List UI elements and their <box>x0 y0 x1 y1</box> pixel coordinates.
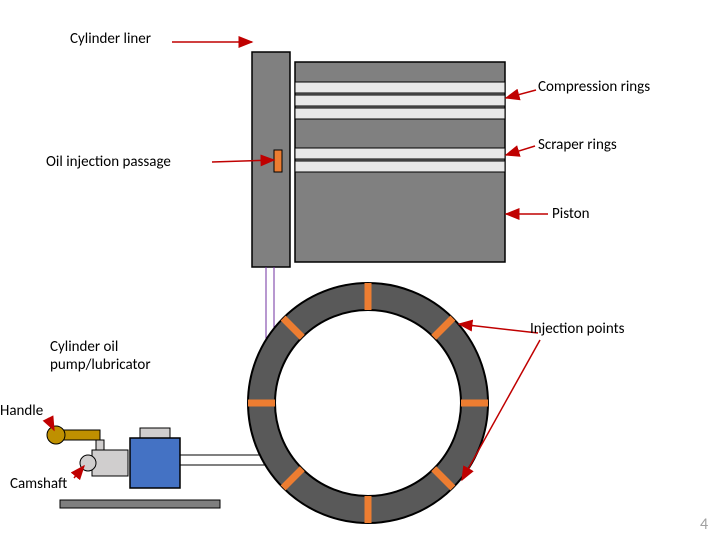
compression-ring-1 <box>295 95 505 106</box>
scraper-ring-1 <box>295 161 505 172</box>
compression-ring-0 <box>295 82 505 93</box>
oil-injection-passage <box>274 150 282 172</box>
label-camshaft: Camshaft <box>10 475 67 493</box>
scraper-ring-0 <box>295 148 505 159</box>
label-compression-rings: Compression rings <box>538 78 650 96</box>
arrow-scraper-rings <box>506 146 535 155</box>
arrow-injection-a <box>459 324 538 333</box>
label-scraper-rings: Scraper rings <box>538 136 617 154</box>
label-cylinder-oil-pump: Cylinder oil pump/lubricator <box>50 338 151 374</box>
arrow-camshaft <box>74 466 84 478</box>
arrow-compression-rings <box>506 90 536 98</box>
base-plate <box>60 500 220 508</box>
camshaft-box <box>92 450 128 476</box>
pump-body <box>130 438 180 488</box>
handle-shaft <box>60 430 100 440</box>
compression-ring-2 <box>295 108 505 119</box>
handle-knob <box>47 426 65 444</box>
label-handle: Handle <box>0 402 43 420</box>
cam-stem <box>96 440 104 450</box>
ring-inner <box>275 310 461 496</box>
label-injection-points: Injection points <box>530 320 624 338</box>
page-number: 4 <box>700 515 708 534</box>
label-cylinder-liner: Cylinder liner <box>70 30 151 48</box>
label-oil-injection-passage: Oil injection passage <box>46 153 171 171</box>
pump-top <box>140 428 170 438</box>
label-piston: Piston <box>552 205 590 223</box>
